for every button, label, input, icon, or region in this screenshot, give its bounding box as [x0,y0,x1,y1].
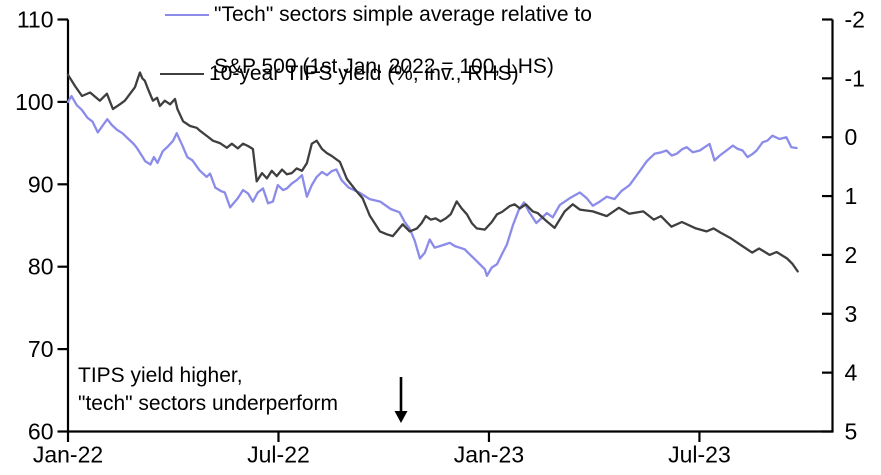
x-axis-tick-label: Jan-23 [454,442,524,468]
x-axis-tick-label: Jan-22 [33,442,103,468]
annotation-line1: TIPS yield higher, [78,364,243,387]
y-right-tick-label: -2 [845,7,865,33]
tech-relative-series-line [66,94,798,277]
x-axis-tick-label: Jul-23 [668,442,731,468]
y-left-tick-label: 90 [28,171,54,197]
y-left-tick-label: 80 [28,254,54,280]
legend-label-tech-line2: S&P 500 (1st Jan. 2022 = 100, LHS) [214,55,554,78]
legend-label-tips: 10-year TIPS yield (%, inv., RHS) [209,62,519,85]
y-left-tick-label: 70 [28,336,54,362]
y-right-tick-label: 0 [845,124,858,150]
y-right-tick-label: 1 [845,183,858,209]
annotation-text: TIPS yield higher, "tech" sectors underp… [78,362,338,418]
tech-line-legend-sample [165,14,209,16]
annotation-arrow-head [394,411,408,423]
legend-item-tips: 10-year TIPS yield (%, inv., RHS) [160,61,519,87]
annotation-line2: "tech" sectors underperform [78,392,339,415]
y-right-tick-label: -1 [845,65,865,91]
legend-item-tech: "Tech" sectors simple average relative t… [165,2,592,80]
y-right-tick-label: 5 [845,419,858,445]
legend-label-tech: "Tech" sectors simple average relative t… [214,2,592,80]
tips-line-legend-sample [160,73,204,75]
y-right-tick-label: 3 [845,301,858,327]
tips-yield-series-line [66,71,799,273]
y-left-tick-label: 100 [15,89,53,115]
y-left-tick-label: 60 [28,419,54,445]
y-right-tick-label: 4 [845,360,858,386]
y-right-tick-label: 2 [845,242,858,268]
legend-label-tech-line1: "Tech" sectors simple average relative t… [214,3,592,26]
x-axis-tick-label: Jul-22 [247,442,310,468]
y-left-tick-label: 110 [17,7,54,33]
